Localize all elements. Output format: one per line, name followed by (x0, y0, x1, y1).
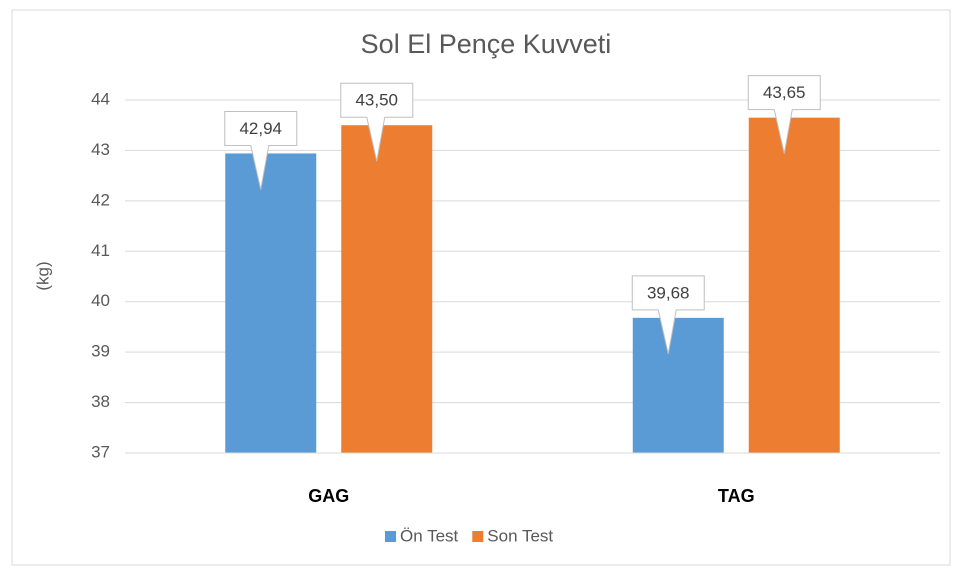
y-tick-label: 43 (91, 140, 110, 159)
data-label-callout (340, 82, 414, 162)
bar (225, 153, 317, 453)
x-tick-label: GAG (308, 486, 349, 506)
y-tick-label: 42 (91, 190, 110, 209)
legend-swatch (385, 531, 396, 542)
x-tick-label: TAG (718, 486, 755, 506)
data-label: 39,68 (647, 283, 690, 302)
legend-swatch (472, 531, 484, 542)
bar (632, 317, 724, 453)
legend-label: Son Test (487, 526, 553, 545)
data-label: 43,50 (355, 91, 398, 110)
chart-title: Sol El Pençe Kuvveti (361, 29, 612, 59)
data-label-callout (631, 275, 705, 354)
y-tick-label: 40 (91, 291, 110, 310)
data-label: 42,94 (239, 119, 282, 138)
data-label-callout (747, 75, 821, 154)
y-tick-label: 44 (91, 89, 110, 108)
y-tick-label: 38 (91, 392, 110, 411)
y-tick-label: 39 (91, 342, 110, 361)
bar (748, 117, 840, 454)
data-label-callout (224, 110, 298, 190)
bar (341, 125, 433, 453)
y-tick-label: 37 (91, 442, 110, 461)
data-label: 43,65 (763, 83, 806, 102)
y-axis-label: (kg) (33, 261, 52, 290)
y-tick-label: 41 (91, 241, 110, 260)
legend-label: Ön Test (400, 526, 459, 545)
